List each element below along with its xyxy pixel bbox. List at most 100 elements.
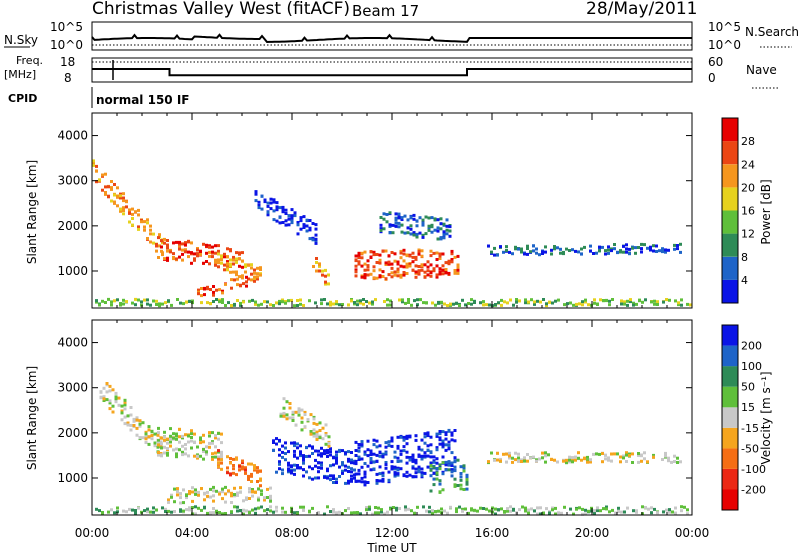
heatmap-cell	[134, 303, 137, 307]
heatmap-cell	[110, 199, 113, 203]
heatmap-cell	[399, 467, 403, 471]
heatmap-cell	[493, 458, 496, 462]
heatmap-cell	[163, 438, 166, 442]
heatmap-cell	[329, 303, 332, 307]
heatmap-cell	[157, 441, 160, 445]
heatmap-cell	[176, 487, 179, 491]
heatmap-cell	[291, 419, 295, 422]
heatmap-cell	[673, 460, 676, 463]
heatmap-cell	[548, 300, 551, 304]
heatmap-cell	[403, 214, 407, 218]
heatmap-cell	[593, 298, 596, 302]
heatmap-cell	[327, 282, 330, 286]
heatmap-cell	[134, 210, 137, 214]
heatmap-cell	[320, 446, 323, 450]
heatmap-cell	[429, 468, 433, 472]
heatmap-cell	[275, 301, 278, 305]
heatmap-cell	[157, 426, 160, 430]
heatmap-cell	[161, 302, 164, 306]
heatmap-cell	[341, 463, 344, 467]
heatmap-cell	[378, 454, 382, 458]
heatmap-cell	[363, 273, 367, 277]
heatmap-cell	[417, 265, 421, 268]
heatmap-cell	[299, 298, 302, 302]
heatmap-cell	[599, 298, 602, 302]
heatmap-cell	[220, 455, 223, 459]
heatmap-cell	[673, 243, 676, 247]
heatmap-cell	[323, 512, 326, 516]
heatmap-cell	[605, 299, 608, 303]
nsearch-tick-bottom: 10^0	[708, 38, 741, 52]
heatmap-cell	[122, 302, 125, 306]
heatmap-cell	[417, 470, 421, 474]
heatmap-cell	[396, 456, 400, 460]
heatmap-cell	[638, 298, 641, 302]
heatmap-cell	[247, 462, 250, 466]
heatmap-cell	[293, 463, 296, 467]
heatmap-cell	[619, 460, 622, 464]
heatmap-cell	[676, 461, 679, 464]
heatmap-cell	[229, 258, 232, 262]
power-heatmap-cells	[92, 159, 692, 308]
heatmap-cell	[625, 247, 628, 251]
heatmap-cell	[159, 440, 163, 444]
heatmap-cell	[269, 499, 272, 503]
heatmap-cell	[394, 216, 398, 220]
heatmap-cell	[288, 406, 292, 410]
freq-tick-bottom: 8	[64, 71, 72, 85]
heatmap-cell	[393, 455, 397, 459]
heatmap-cell	[399, 435, 403, 439]
heatmap-cell	[193, 252, 196, 256]
heatmap-cell	[611, 508, 614, 512]
heatmap-cell	[607, 251, 610, 255]
heatmap-cell	[453, 477, 457, 481]
heatmap-cell	[105, 390, 109, 394]
heatmap-cell	[439, 236, 443, 240]
time-tick-label: 12:00	[375, 526, 410, 540]
heatmap-cell	[560, 511, 563, 515]
heatmap-cell	[649, 248, 652, 252]
heatmap-cell	[293, 472, 296, 476]
heatmap-cell	[393, 465, 397, 469]
heatmap-cell	[381, 474, 385, 477]
heatmap-cell	[111, 388, 115, 392]
heatmap-cell	[541, 456, 544, 460]
heatmap-cell	[644, 298, 647, 302]
heatmap-cell	[238, 264, 241, 268]
heatmap-cell	[412, 217, 416, 221]
heatmap-cell	[229, 461, 232, 465]
heatmap-cell	[416, 303, 419, 307]
heatmap-cell	[610, 452, 613, 456]
heatmap-cell	[438, 467, 442, 471]
heatmap-cell	[459, 487, 463, 491]
heatmap-cell	[644, 506, 647, 510]
heatmap-cell	[447, 447, 451, 451]
heatmap-cell	[407, 298, 410, 301]
heatmap-cell	[226, 262, 229, 266]
heatmap-cell	[550, 252, 553, 256]
heatmap-cell	[437, 301, 440, 305]
colorbar-swatch	[722, 448, 738, 469]
heatmap-cell	[398, 507, 401, 510]
heatmap-cell	[102, 395, 106, 399]
heatmap-cell	[408, 473, 412, 477]
heatmap-cell	[436, 229, 440, 233]
heatmap-cell	[578, 506, 581, 510]
heatmap-cell	[272, 510, 275, 514]
heatmap-cell	[202, 447, 205, 451]
heatmap-cell	[266, 508, 269, 512]
heatmap-cell	[178, 435, 181, 439]
ytick-label: 2000	[57, 426, 88, 440]
heatmap-cell	[239, 303, 242, 307]
heatmap-cell	[453, 459, 457, 463]
heatmap-cell	[388, 224, 392, 228]
heatmap-cell	[459, 483, 463, 487]
heatmap-cell	[150, 437, 154, 441]
heatmap-cell	[384, 461, 388, 464]
heatmap-cell	[450, 260, 454, 264]
heatmap-cell	[405, 461, 409, 465]
heatmap-cell	[203, 505, 206, 509]
heatmap-cell	[92, 163, 95, 167]
heatmap-cell	[122, 298, 125, 302]
